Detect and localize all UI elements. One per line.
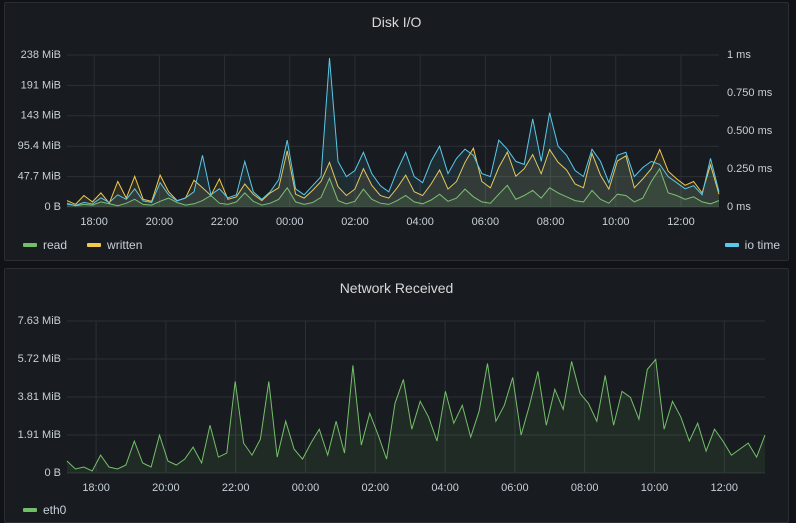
y-right-tick-label: 0.750 ms (727, 87, 773, 99)
read-swatch (23, 243, 37, 247)
x-tick-label: 10:00 (641, 482, 669, 494)
written-area (67, 148, 719, 207)
disk-io-chart[interactable]: 238 MiB 191 MiB 143 MiB 95.4 MiB 47.7 MiB 0 B… (5, 3, 788, 260)
y-tick-label: 47.7 MiB (18, 171, 61, 183)
net-series (66, 358, 766, 473)
x-tick-label: 08:00 (537, 216, 565, 228)
y-tick-label: 238 MiB (21, 49, 61, 61)
x-tick-label: 20:00 (152, 482, 180, 494)
legend-read[interactable]: read (43, 238, 68, 252)
x-tick-label: 22:00 (222, 482, 250, 494)
x-tick-label: 00:00 (276, 216, 304, 228)
panel-title[interactable]: Disk I/O (371, 14, 422, 30)
eth0-line[interactable] (66, 358, 766, 472)
y-tick-label: 5.72 MiB (18, 353, 61, 365)
x-tick-label: 02:00 (341, 216, 369, 228)
x-tick-label: 00:00 (292, 482, 320, 494)
x-tick-label: 08:00 (571, 482, 599, 494)
disk-y-axis-right: 1 ms 0.750 ms 0.500 ms 0.250 ms 0 ms (727, 49, 773, 213)
disk-io-panel[interactable]: Disk I/O 238 MiB 191 MiB 143 MiB 95.4 MiB 47… (4, 2, 789, 261)
eth0-swatch (23, 508, 37, 512)
x-tick-label: 10:00 (602, 216, 630, 228)
disk-legend-right: io time (724, 238, 780, 252)
y-right-tick-label: 0.500 ms (727, 125, 773, 137)
y-right-tick-label: 0 ms (727, 201, 751, 213)
net-legend: eth0 (23, 503, 66, 517)
legend-io-time[interactable]: io time (744, 238, 780, 252)
network-received-panel[interactable]: Network Received 7.63 MiB 5.72 MiB 3.81 Mi… (4, 268, 789, 523)
x-tick-label: 18:00 (80, 216, 108, 228)
x-tick-label: 18:00 (82, 482, 110, 494)
net-y-axis: 7.63 MiB 5.72 MiB 3.81 MiB 1.91 MiB 0 B (18, 315, 61, 479)
network-chart[interactable]: 7.63 MiB 5.72 MiB 3.81 MiB 1.91 MiB 0 B 18:0… (5, 269, 788, 522)
x-tick-label: 02:00 (362, 482, 390, 494)
io-time-swatch (724, 243, 739, 247)
read-area (67, 168, 719, 207)
io-time-line[interactable] (66, 57, 720, 207)
y-tick-label: 143 MiB (21, 110, 61, 122)
y-tick-label: 0 B (44, 201, 61, 213)
x-tick-label: 06:00 (501, 482, 529, 494)
legend-written[interactable]: written (107, 238, 143, 252)
x-tick-label: 04:00 (406, 216, 434, 228)
y-right-tick-label: 1 ms (727, 49, 751, 61)
legend-eth0[interactable]: eth0 (43, 503, 67, 517)
x-tick-label: 20:00 (146, 216, 174, 228)
net-x-axis: 18:00 20:00 22:00 00:00 02:00 04:00 06:00 08:00… (82, 482, 738, 494)
x-tick-label: 22:00 (211, 216, 239, 228)
y-right-tick-label: 0.250 ms (727, 163, 773, 175)
panel-title[interactable]: Network Received (339, 280, 454, 296)
y-tick-label: 1.91 MiB (18, 429, 61, 441)
disk-x-axis: 18:00 20:00 22:00 00:00 02:00 04:00 06:00 08:00… (80, 216, 694, 228)
x-tick-label: 12:00 (711, 482, 739, 494)
written-line[interactable] (66, 146, 720, 206)
x-tick-label: 06:00 (472, 216, 500, 228)
y-tick-label: 191 MiB (21, 79, 61, 91)
written-swatch (87, 243, 102, 247)
disk-series (66, 57, 720, 207)
io-time-area (67, 58, 719, 207)
x-tick-label: 04:00 (431, 482, 459, 494)
y-tick-label: 7.63 MiB (18, 315, 61, 327)
y-tick-label: 95.4 MiB (18, 140, 61, 152)
disk-legend-left: read written (23, 238, 142, 252)
disk-y-axis-left: 238 MiB 191 MiB 143 MiB 95.4 MiB 47.7 MiB 0 B (18, 49, 61, 213)
x-tick-label: 12:00 (667, 216, 695, 228)
net-grid (67, 320, 765, 474)
y-tick-label: 3.81 MiB (18, 391, 61, 403)
read-line[interactable] (66, 167, 720, 207)
y-tick-label: 0 B (44, 467, 61, 479)
